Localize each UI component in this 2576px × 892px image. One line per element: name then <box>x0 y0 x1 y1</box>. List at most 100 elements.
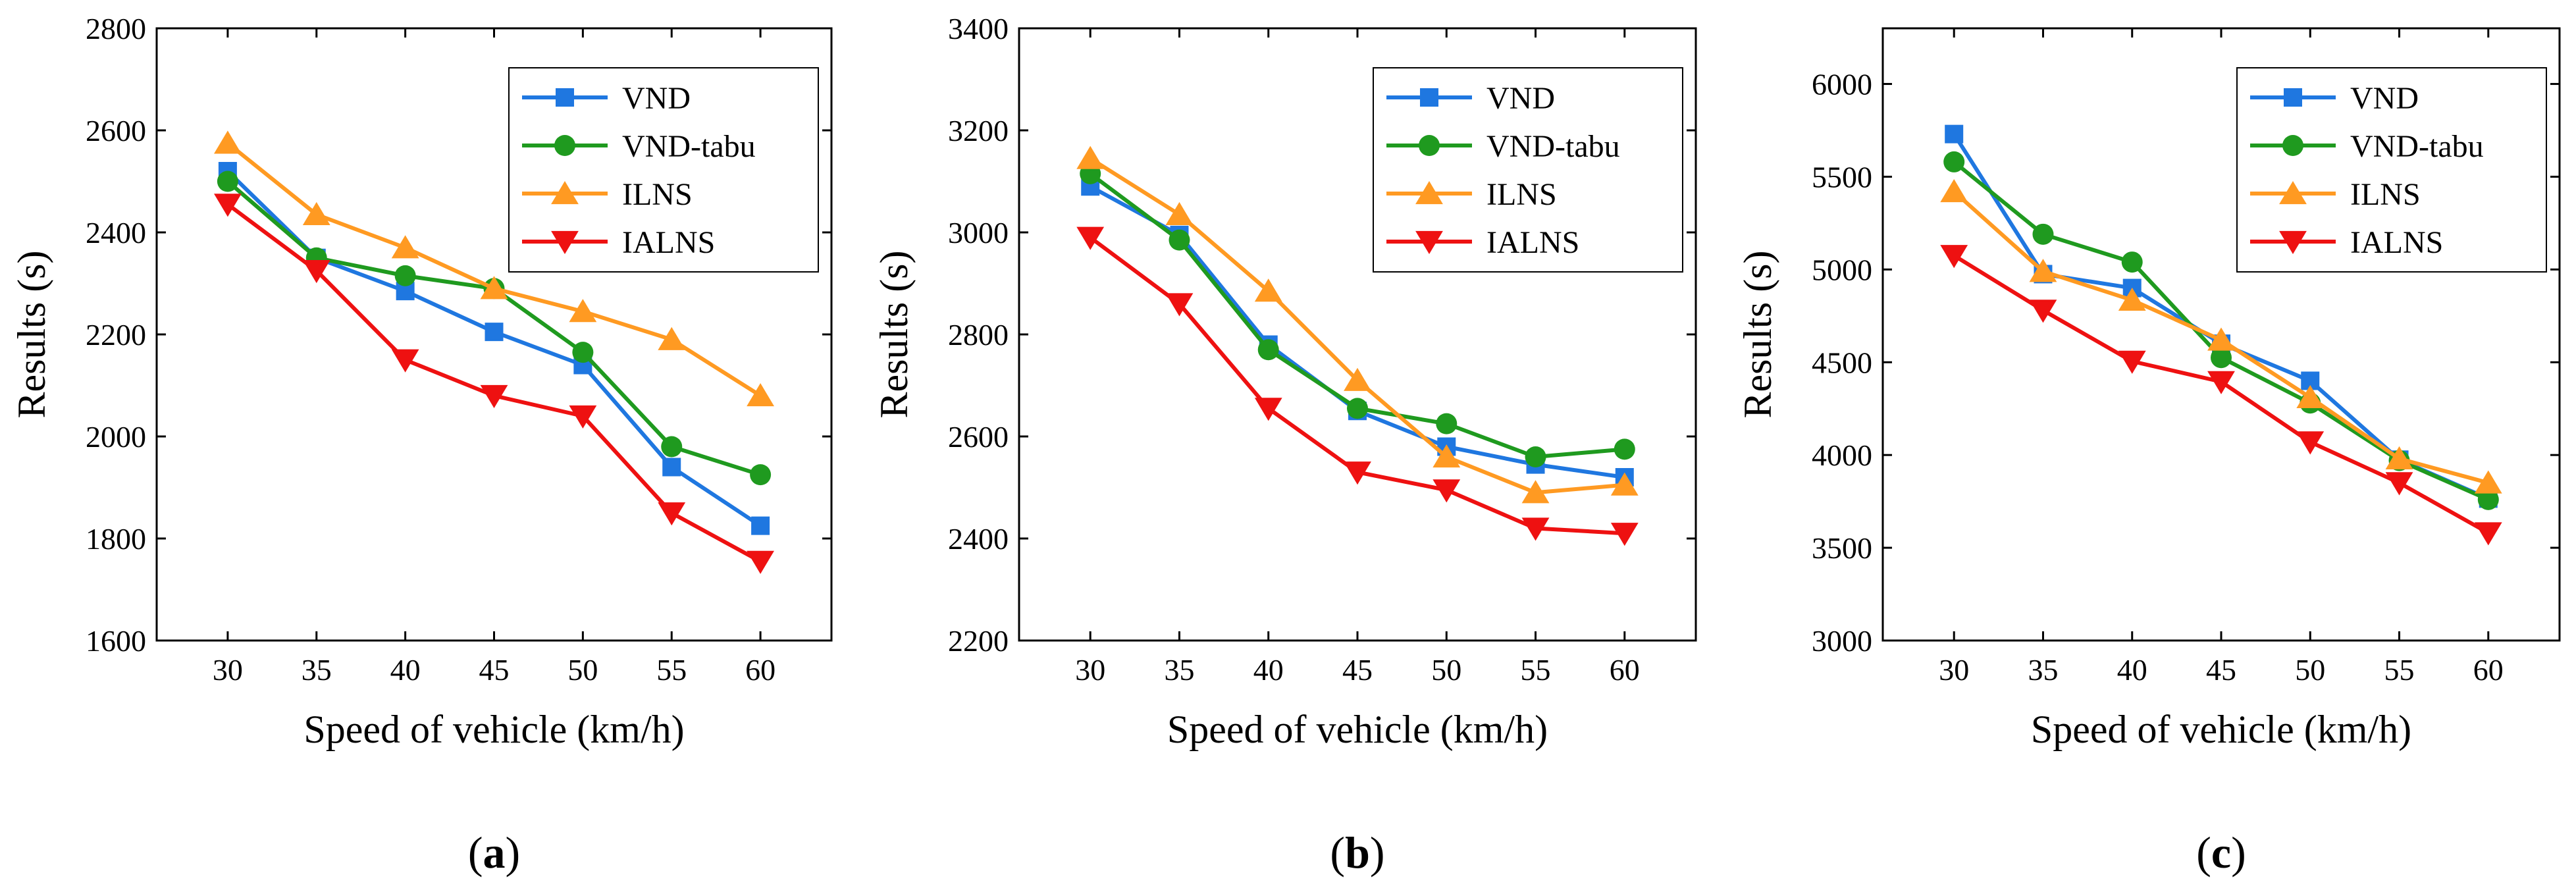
panel-label: (a) <box>468 827 520 878</box>
chart-panel-c: 30 35 40 45 50 55 60 3000 3500 4000 4500 5000 5500 60… <box>1736 27 2561 878</box>
data-point-vnd-tabu <box>2121 251 2143 273</box>
data-point-ilns <box>1165 201 1194 226</box>
x-tick-label: 55 <box>656 653 687 687</box>
y-tick-label: 2800 <box>948 318 1009 352</box>
x-tick-label: 40 <box>390 653 421 687</box>
legend-label-ialns: IALNS <box>2350 225 2443 260</box>
y-tick-label: 2000 <box>86 420 146 454</box>
data-point-ialns <box>1433 479 1461 503</box>
data-point-ialns <box>658 502 686 526</box>
data-point-ialns <box>2118 350 2146 374</box>
data-point-vnd-tabu <box>2032 223 2054 245</box>
x-axis-label: Speed of vehicle (km/h) <box>303 708 684 751</box>
legend: VND VND-tabu ILNS IALNS <box>508 67 819 273</box>
x-tick-label: 35 <box>1164 653 1194 687</box>
legend-marker-ialns <box>2279 230 2307 254</box>
x-tick-label: 45 <box>2206 653 2236 687</box>
panel-label: (c) <box>2196 827 2246 878</box>
data-point-ialns <box>1940 245 1968 269</box>
data-point-ialns <box>1076 226 1105 250</box>
x-tick-label: 30 <box>1075 653 1105 687</box>
data-point-vnd-tabu <box>1614 438 1635 460</box>
y-tick-label: 5000 <box>1812 253 1872 286</box>
y-tick-label: 2400 <box>948 522 1009 556</box>
legend-label-ialns: IALNS <box>1486 225 1579 260</box>
data-point-vnd-tabu <box>2477 488 2499 510</box>
y-tick-label: 5500 <box>1812 160 1872 194</box>
legend-label-ilns: ILNS <box>1486 177 1557 212</box>
y-tick-label: 3000 <box>1812 624 1872 658</box>
legend: VND VND-tabu ILNS IALNS <box>2236 67 2547 273</box>
y-tick-label: 4000 <box>1812 438 1872 472</box>
y-tick-label: 3500 <box>1812 531 1872 565</box>
x-axis-label: Speed of vehicle (km/h) <box>2031 708 2411 751</box>
legend-label-vnd: VND <box>622 81 691 116</box>
legend-marker-ilns <box>2279 181 2307 205</box>
x-tick-label: 55 <box>1521 653 1551 687</box>
data-point-ialns <box>2474 522 2502 546</box>
y-tick-label: 2400 <box>86 216 146 249</box>
x-tick-label: 50 <box>1431 653 1461 687</box>
legend-marker-vnd <box>2284 88 2302 107</box>
y-tick-label: 3200 <box>948 114 1009 147</box>
legend-label-vnd-tabu: VND-tabu <box>2350 129 2484 164</box>
y-tick-label: 1600 <box>86 624 146 658</box>
legend-label-vnd: VND <box>1486 81 1555 116</box>
data-point-ilns <box>2029 259 2057 282</box>
legend-marker-ilns <box>551 181 579 205</box>
legend-label-vnd: VND <box>2350 81 2419 116</box>
y-tick-label: 2600 <box>948 420 1009 454</box>
data-point-ilns <box>569 299 597 323</box>
y-tick-label: 4500 <box>1812 346 1872 379</box>
y-axis-label: Results (s) <box>872 251 916 419</box>
legend-label-ilns: ILNS <box>622 177 693 212</box>
y-tick-label: 6000 <box>1812 68 1872 101</box>
data-point-vnd-tabu <box>1257 339 1279 361</box>
series-line-ialns <box>1953 253 2490 535</box>
x-tick-label: 30 <box>1939 653 1969 687</box>
data-point-ialns <box>747 550 775 574</box>
data-point-ilns <box>302 201 330 226</box>
legend-marker-vnd <box>556 88 574 107</box>
y-axis-label: Results (s) <box>1736 251 1779 419</box>
x-tick-label: 60 <box>1610 653 1640 687</box>
data-point-ilns <box>391 235 419 259</box>
legend-label-vnd-tabu: VND-tabu <box>622 129 756 164</box>
legend-marker-vnd-tabu <box>1419 135 1440 156</box>
data-point-vnd <box>662 458 681 477</box>
panel-label: (b) <box>1330 827 1384 878</box>
data-point-ialns <box>302 259 330 284</box>
x-tick-label: 40 <box>2117 653 2147 687</box>
data-point-ilns <box>2118 287 2146 311</box>
chart-panel-b: 30 35 40 45 50 55 60 2200 2400 2600 2800 3000 3200 34… <box>872 12 1697 878</box>
data-point-vnd-tabu <box>750 464 772 486</box>
data-point-ialns <box>1254 398 1282 421</box>
data-point-ialns <box>213 194 242 217</box>
x-axis-label: Speed of vehicle (km/h) <box>1167 708 1548 751</box>
y-tick-label: 1800 <box>86 522 146 556</box>
data-point-ilns <box>1610 472 1639 496</box>
data-point-ilns <box>658 327 686 350</box>
x-tick-label: 60 <box>745 653 775 687</box>
legend-marker-ialns <box>1415 230 1443 254</box>
y-tick-label: 2800 <box>86 12 146 45</box>
chart-panel-a: 30 35 40 45 50 55 60 1600 1800 2000 2200 2400 2600 28… <box>10 12 833 878</box>
data-point-ilns <box>1940 179 1968 203</box>
x-tick-label: 50 <box>2295 653 2325 687</box>
data-point-ilns <box>480 276 508 300</box>
data-point-vnd-tabu <box>572 342 594 363</box>
x-tick-label: 45 <box>479 653 510 687</box>
legend-label-ilns: ILNS <box>2350 177 2421 212</box>
data-point-ialns <box>1344 461 1371 485</box>
y-axis-label: Results (s) <box>10 251 53 419</box>
data-point-ilns <box>2385 446 2413 469</box>
data-point-ilns <box>213 130 242 154</box>
data-point-ilns <box>1254 278 1282 302</box>
data-point-ialns <box>569 405 597 429</box>
x-tick-label: 45 <box>1342 653 1373 687</box>
y-tick-label: 3400 <box>948 12 1009 45</box>
x-tick-label: 55 <box>2384 653 2415 687</box>
data-point-ilns <box>1076 145 1105 169</box>
data-point-ialns <box>2385 472 2413 496</box>
data-point-ialns <box>2207 371 2235 394</box>
